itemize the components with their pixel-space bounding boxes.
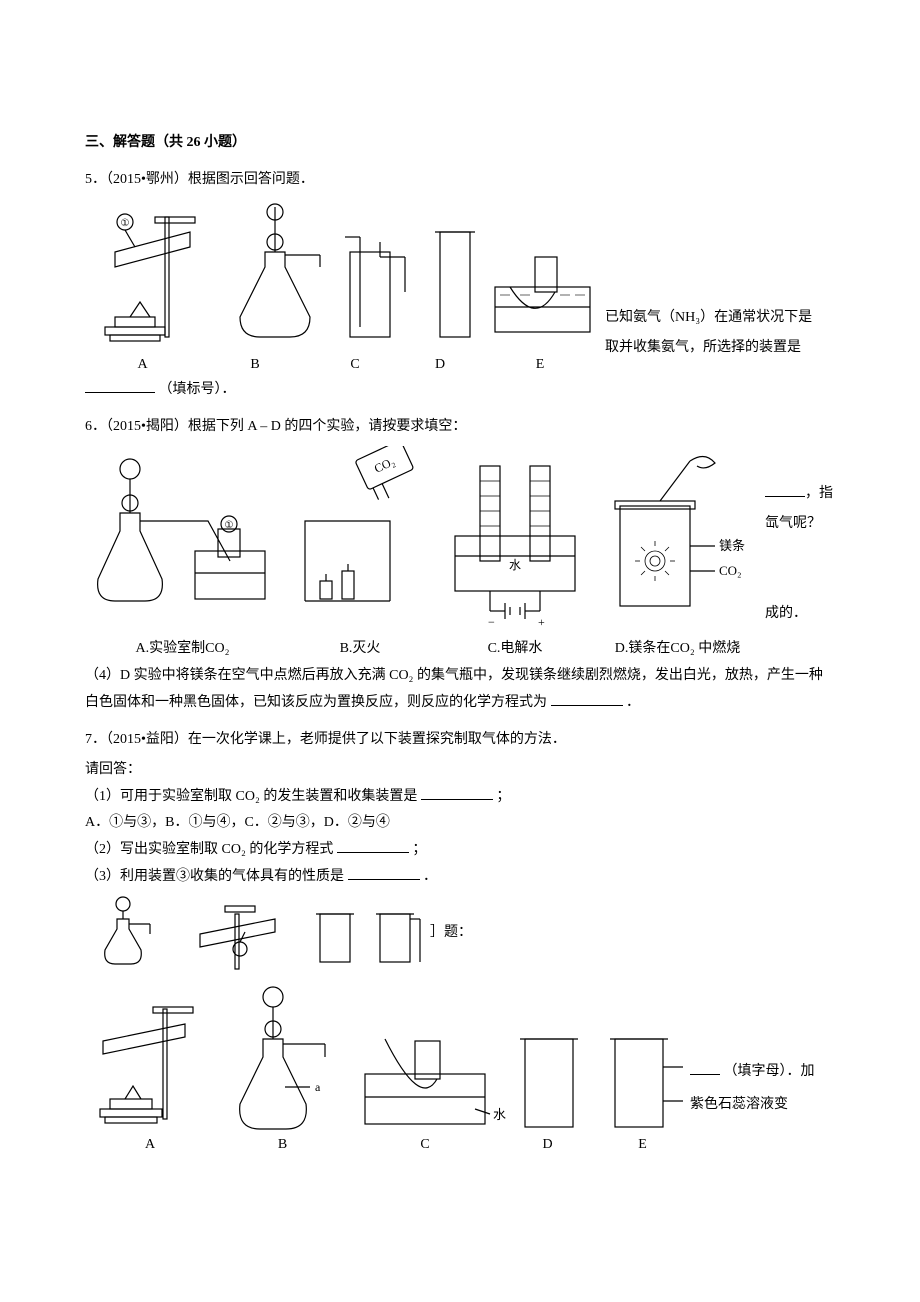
q6-blank-right: [765, 482, 805, 497]
q7-blank-r: [690, 1060, 720, 1075]
svg-text:①: ①: [121, 218, 130, 229]
q7-over-r1: （填字母）．加: [690, 1059, 815, 1086]
q5-figure: ①: [85, 197, 605, 377]
q7-figure: a 水: [85, 894, 695, 1154]
svg-text:CO₂: CO₂: [372, 455, 397, 477]
q6-stem: 6．（2015•揭阳）根据下列 A – D 的四个实验，请按要求填空：: [85, 414, 835, 441]
q7-cap-E: E: [595, 1132, 690, 1159]
q6-over-blank: ，指: [765, 481, 833, 508]
q7-p2: （2）写出实验室制取 CO₂ 的化学方程式 ；: [85, 837, 835, 864]
q5-cap-B: B: [200, 352, 310, 379]
svg-text:①: ①: [225, 520, 234, 531]
svg-text:CO₂: CO₂: [719, 563, 742, 578]
q6-cap-A: A.实验室制CO₂: [85, 636, 280, 663]
svg-text:水: 水: [493, 1107, 506, 1122]
q7-over-r1-text: （填字母）．加: [724, 1064, 815, 1079]
svg-text:−: −: [488, 615, 495, 629]
svg-text:a: a: [315, 1080, 321, 1094]
q6-part4-blank: [551, 691, 623, 706]
q6-over-r3: 成的．: [765, 601, 807, 628]
q7-intro: 请回答：: [85, 757, 835, 784]
q7-p1-text: （1）可用于实验室制取 CO₂ 的发生装置和收集装置是: [85, 789, 417, 804]
q7-p1: （1）可用于实验室制取 CO₂ 的发生装置和收集装置是 ；: [85, 784, 835, 811]
q5-cap-A: A: [85, 352, 200, 379]
q5-tail-line: （填标号）．: [85, 377, 835, 404]
q7-p1-blank: [421, 785, 493, 800]
svg-text:镁条: 镁条: [719, 538, 745, 553]
q7-p2-text: （2）写出实验室制取 CO₂ 的化学方程式: [85, 842, 333, 857]
q7-over-r2: 紫色石蕊溶液变: [690, 1092, 788, 1119]
q5-figure-wrap: ①: [85, 197, 835, 377]
q7-stem: 7．（2015•益阳）在一次化学课上，老师提供了以下装置探究制取气体的方法．: [85, 727, 835, 754]
q7-p1-tail: ；: [496, 789, 510, 804]
q6-figure-wrap: ① CO₂: [85, 446, 835, 661]
q7-p3: （3）利用装置③收集的气体具有的性质是 ．: [85, 864, 835, 891]
svg-text:+: +: [538, 615, 545, 629]
q6-figure: ① CO₂: [85, 446, 765, 641]
q5-blank: [85, 378, 155, 393]
q6-cap-B: B.灭火: [280, 636, 440, 663]
section-heading: 三、解答题（共 26 小题）: [85, 130, 835, 157]
q7-p3-blank: [348, 865, 420, 880]
q7-opts: A．①与③，B．①与④，C．②与③，D．②与④: [85, 810, 835, 837]
q5-stem: 5．（2015•鄂州）根据图示回答问题．: [85, 167, 835, 194]
q5-cap-D: D: [400, 352, 480, 379]
q7-cap-C: C: [350, 1132, 500, 1159]
svg-text:水: 水: [509, 558, 521, 572]
q6-part4-tail: ．: [626, 695, 640, 710]
q6-cap-D: D.镁条在CO₂ 中燃烧: [590, 636, 765, 663]
q6-part4-text: （4）D 实验中将镁条在空气中点燃后再放入充满 CO₂ 的集气瓶中，发现镁条继续…: [85, 668, 823, 710]
q7-p2-tail: ；: [412, 842, 426, 857]
q5-cap-E: E: [480, 352, 600, 379]
q5-overlay-2: 取并收集氨气，所选择的装置是: [605, 335, 801, 362]
q6-over-r1: ，指: [805, 486, 833, 501]
q7-p3-tail: ．: [423, 869, 437, 884]
q5-overlay-1: 已知氨气（NH₃）在通常状况下是: [605, 305, 812, 332]
q6-part4: （4）D 实验中将镁条在空气中点燃后再放入充满 CO₂ 的集气瓶中，发现镁条继续…: [85, 663, 835, 716]
q7-p3-text: （3）利用装置③收集的气体具有的性质是: [85, 869, 344, 884]
q5-cap-C: C: [310, 352, 400, 379]
q6-over-r2: 氙气呢？: [765, 511, 821, 538]
q5-tail-text: （填标号）．: [159, 382, 236, 397]
q7-figure-wrap: a 水: [85, 894, 835, 1154]
q7-cap-A: A: [85, 1132, 215, 1159]
q6-cap-C: C.电解水: [440, 636, 590, 663]
q7-cap-D: D: [500, 1132, 595, 1159]
q7-p2-blank: [337, 838, 409, 853]
q7-over-q: ］题：: [430, 920, 472, 947]
q7-cap-B: B: [215, 1132, 350, 1159]
